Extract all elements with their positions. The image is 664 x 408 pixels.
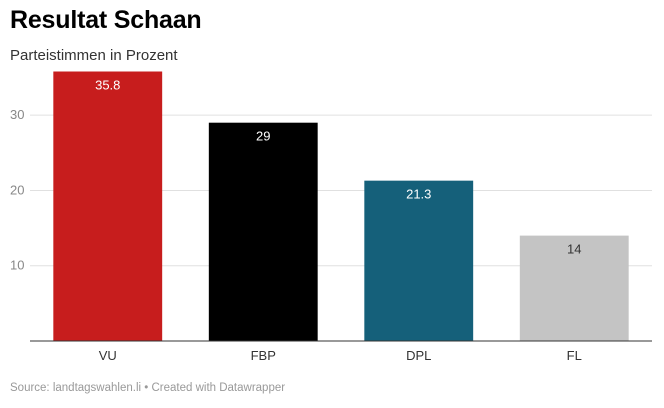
- value-label-dpl: 21.3: [406, 187, 431, 202]
- value-label-vu: 35.8: [95, 78, 120, 93]
- bar-dpl: [364, 180, 474, 341]
- y-tick-label-20: 20: [10, 182, 24, 197]
- x-tick-label-vu: VU: [99, 348, 117, 363]
- x-tick-label-fbp: FBP: [251, 348, 276, 363]
- x-tick-label-fl: FL: [567, 348, 582, 363]
- value-label-fl: 14: [567, 242, 581, 257]
- y-tick-label-30: 30: [10, 107, 24, 122]
- bar-vu: [53, 71, 163, 341]
- chart-subtitle: Parteistimmen in Prozent: [10, 47, 178, 64]
- bar-fl: [519, 235, 629, 341]
- chart-title: Resultat Schaan: [10, 6, 202, 34]
- value-label-fbp: 29: [256, 129, 270, 144]
- y-tick-label-10: 10: [10, 258, 24, 273]
- bar-fbp: [208, 122, 318, 341]
- source-note: Source: landtagswahlen.li • Created with…: [10, 382, 286, 394]
- x-tick-label-dpl: DPL: [406, 348, 431, 363]
